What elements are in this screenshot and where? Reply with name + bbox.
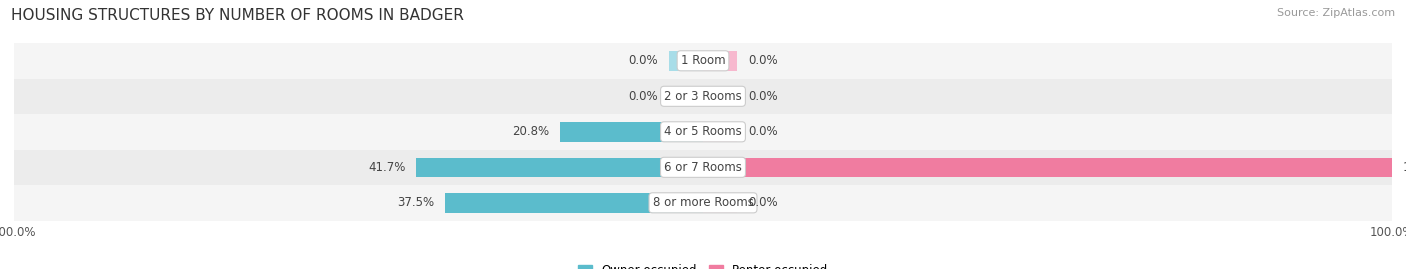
Text: 41.7%: 41.7% — [368, 161, 405, 174]
Bar — [669, 51, 703, 70]
Text: HOUSING STRUCTURES BY NUMBER OF ROOMS IN BADGER: HOUSING STRUCTURES BY NUMBER OF ROOMS IN… — [11, 8, 464, 23]
Bar — [14, 43, 1392, 79]
Text: 6 or 7 Rooms: 6 or 7 Rooms — [664, 161, 742, 174]
Text: 0.0%: 0.0% — [628, 54, 658, 67]
Bar — [14, 114, 1392, 150]
Text: 0.0%: 0.0% — [748, 90, 778, 103]
Text: 0.0%: 0.0% — [748, 196, 778, 209]
Bar — [14, 185, 1392, 221]
Text: 4 or 5 Rooms: 4 or 5 Rooms — [664, 125, 742, 138]
Text: 0.0%: 0.0% — [748, 125, 778, 138]
Text: Source: ZipAtlas.com: Source: ZipAtlas.com — [1277, 8, 1395, 18]
Text: 0.0%: 0.0% — [628, 90, 658, 103]
Text: 1 Room: 1 Room — [681, 54, 725, 67]
Bar — [669, 87, 703, 106]
Text: 100.0%: 100.0% — [1402, 161, 1406, 174]
Text: 8 or more Rooms: 8 or more Rooms — [652, 196, 754, 209]
Legend: Owner-occupied, Renter-occupied: Owner-occupied, Renter-occupied — [572, 260, 834, 269]
Bar — [416, 158, 703, 177]
Text: 0.0%: 0.0% — [748, 54, 778, 67]
Bar — [703, 51, 738, 70]
Text: 20.8%: 20.8% — [512, 125, 550, 138]
Bar — [560, 122, 703, 141]
Bar — [14, 79, 1392, 114]
Text: 37.5%: 37.5% — [396, 196, 434, 209]
Text: 2 or 3 Rooms: 2 or 3 Rooms — [664, 90, 742, 103]
Bar — [444, 193, 703, 213]
Bar — [703, 158, 1392, 177]
Bar — [703, 87, 738, 106]
Bar — [703, 193, 738, 213]
Bar — [14, 150, 1392, 185]
Bar — [703, 122, 738, 141]
